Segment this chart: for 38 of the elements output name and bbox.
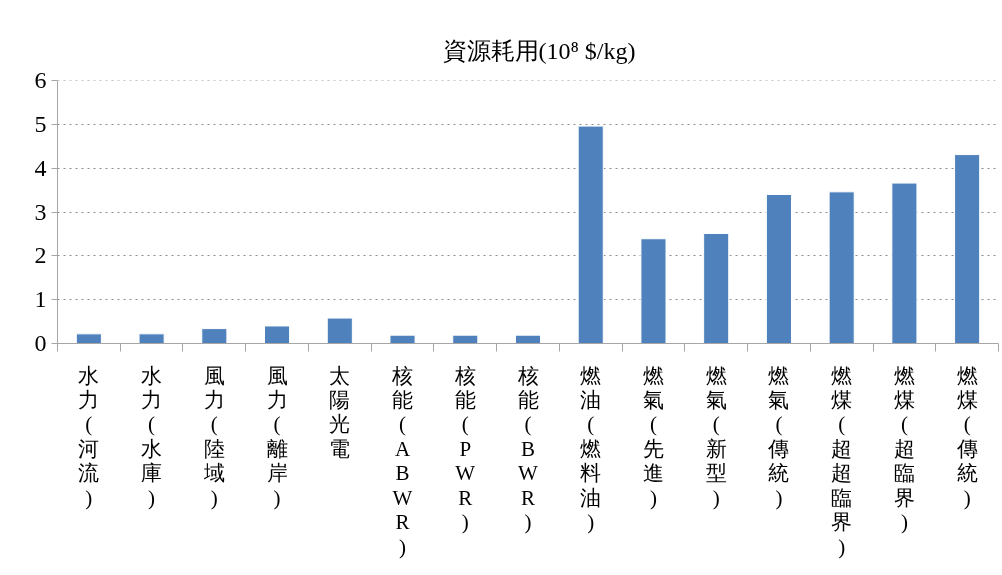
x-tick-label: 水力(水庫) [141,363,163,510]
bar [138,333,165,344]
chart-title: 資源耗用(10⁸ $/kg) [442,37,636,64]
bar [577,125,604,344]
x-tick-label: 燃氣(傳統) [767,363,790,510]
bar [326,317,353,344]
bar [703,232,730,344]
y-tick-label: 5 [34,110,47,137]
bar [201,328,228,344]
y-tick-label: 3 [34,198,47,225]
y-tick-label: 1 [34,286,47,313]
x-tick-label: 核能(BWR) [516,363,539,535]
y-tick-label: 6 [34,67,47,93]
x-tick-label: 太陽光電 [329,363,351,461]
x-tick-label: 風力(陸域) [202,363,225,510]
bar [891,182,918,344]
x-tick-label: 燃油(燃料油) [580,363,602,535]
x-tick-label: 核能(ABWR) [391,363,414,559]
y-tick-label: 0 [34,330,47,356]
bar [640,238,667,344]
x-tick-label: 燃煤(超超臨界) [831,363,853,559]
y-tick-label: 4 [34,154,47,181]
x-tick-label: 核能(PWR) [453,363,476,535]
bar [954,154,981,344]
x-tick-label: 燃氣(新型) [705,363,727,510]
y-tick-label: 2 [34,242,47,269]
bar [75,333,102,344]
x-tick-label: 燃氣(先進) [642,363,664,510]
bar [452,334,479,344]
x-tick-label: 燃煤(傳統) [955,363,978,510]
bar [389,334,416,344]
bar [828,191,855,344]
bar [514,334,542,344]
bar [765,193,792,344]
x-tick-label: 燃煤(超臨界) [893,363,915,535]
x-tick-label: 風力(離岸) [266,363,288,510]
x-tick-label: 水力(河流) [78,363,100,510]
bar [264,325,291,344]
